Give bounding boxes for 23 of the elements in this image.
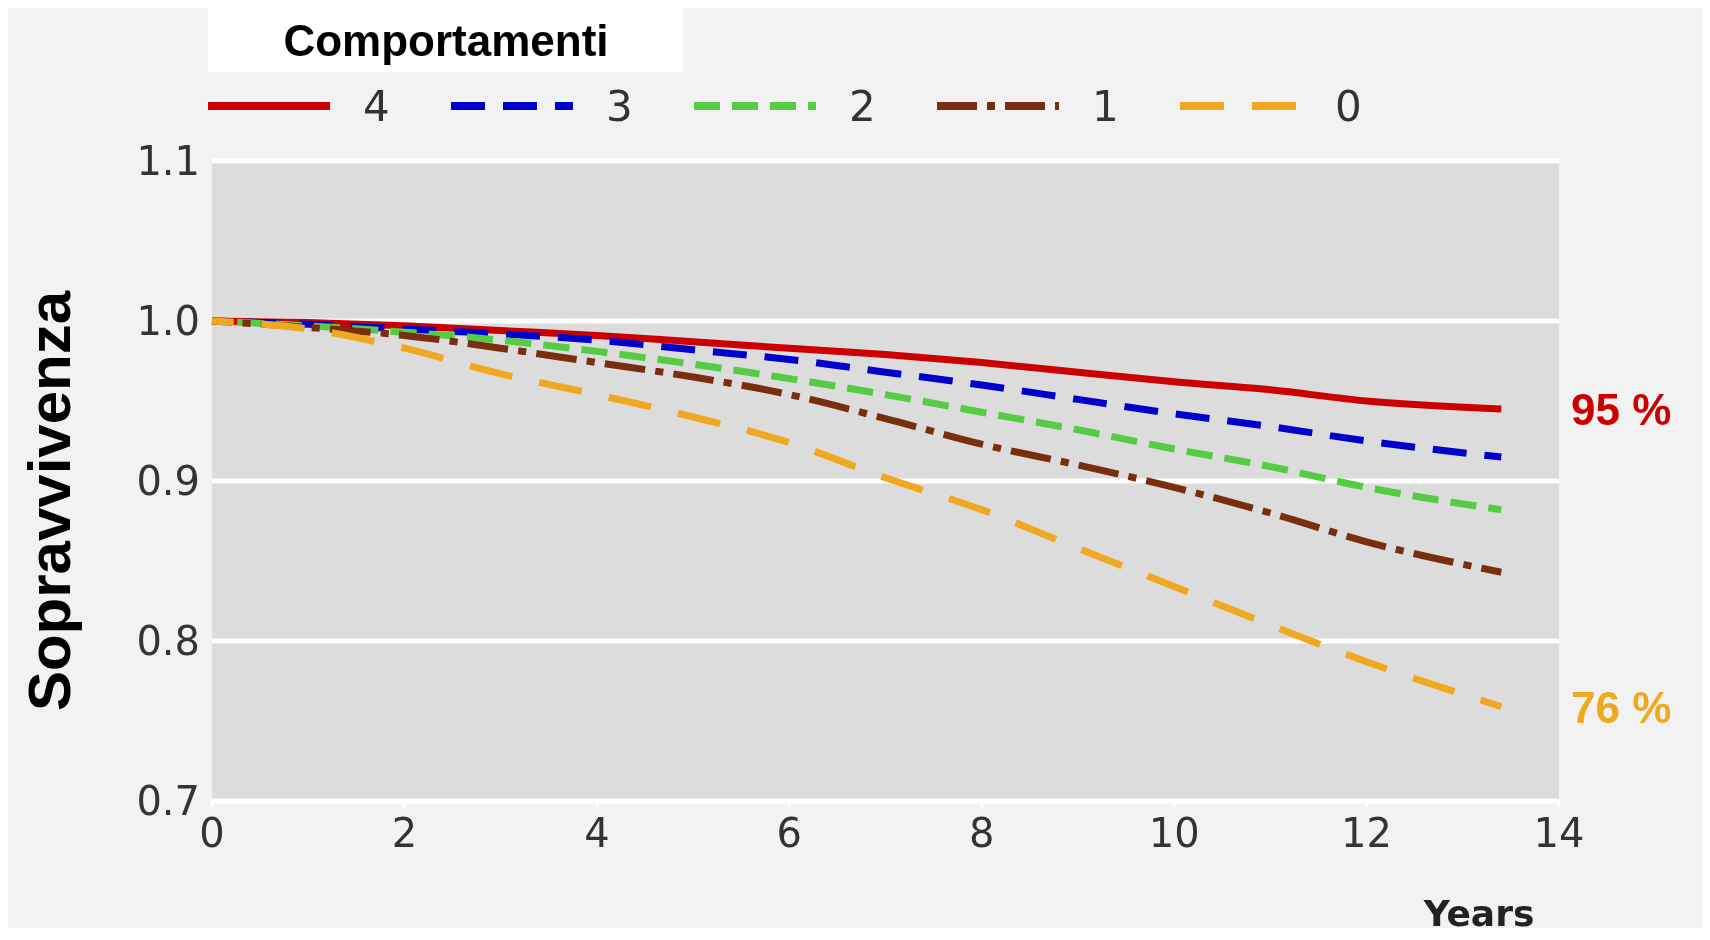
x-axis-title: Years <box>1422 893 1535 934</box>
y-tick-label: 0.7 <box>136 778 200 824</box>
legend-label: 2 <box>849 82 876 131</box>
legend-label: 1 <box>1092 82 1119 131</box>
y-tick-label: 1.1 <box>136 138 200 184</box>
x-tick-label: 6 <box>776 810 803 856</box>
x-tick-label: 10 <box>1148 810 1200 856</box>
y-tick-label: 0.9 <box>136 458 200 504</box>
annotation: 76 % <box>1571 682 1672 732</box>
x-tick-label: 8 <box>968 810 995 856</box>
x-tick-label: 12 <box>1341 810 1393 856</box>
x-tick-label: 4 <box>584 810 610 856</box>
y-axis-title: Sopravvivenza <box>16 290 83 712</box>
legend-label: 3 <box>606 82 633 131</box>
legend-label: 0 <box>1335 82 1362 131</box>
x-tick-label: 2 <box>391 810 418 856</box>
x-tick-label: 14 <box>1533 810 1585 856</box>
y-tick-label: 0.8 <box>136 618 200 664</box>
y-tick-label: 1.0 <box>136 298 200 344</box>
legend-label: 4 <box>363 82 390 131</box>
legend-title: Comportamenti <box>283 16 609 65</box>
annotation: 95 % <box>1571 385 1672 434</box>
x-tick-label: 0 <box>199 810 225 856</box>
